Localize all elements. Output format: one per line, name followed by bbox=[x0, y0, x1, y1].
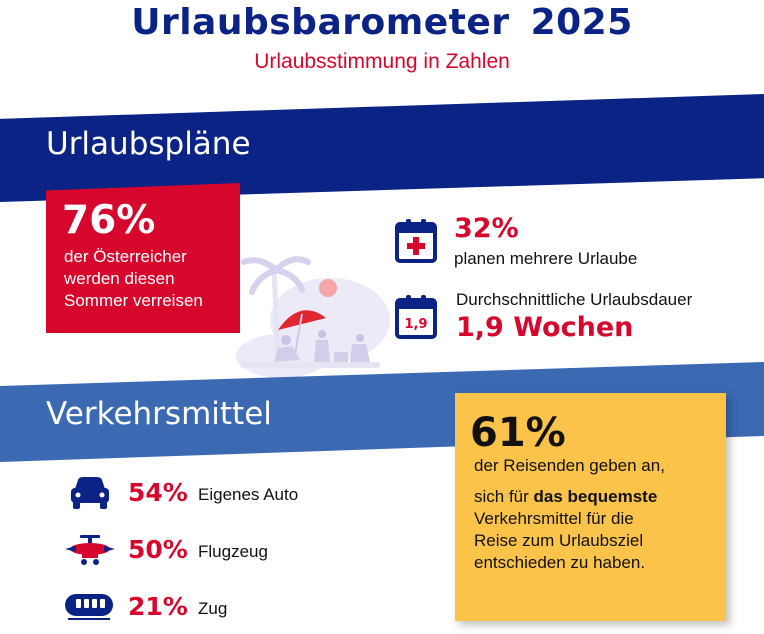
beach-illustration bbox=[236, 256, 390, 378]
page-subtitle: Urlaubsstimmung in Zahlen bbox=[254, 50, 510, 73]
main-stat-line: Sommer verreisen bbox=[64, 291, 203, 310]
main-stat-box bbox=[46, 183, 240, 333]
highlight-line: der Reisenden geben an, bbox=[474, 456, 665, 475]
airplane-icon bbox=[65, 535, 115, 565]
page-title: Urlaubsbarometer 2025 bbox=[131, 2, 633, 43]
main-stat-line: der Österreicher bbox=[64, 247, 187, 266]
stat-multiple-value: 32% bbox=[454, 213, 519, 244]
transport-value: 54% bbox=[128, 478, 188, 507]
stat-duration-value: 1,9 Wochen bbox=[456, 312, 634, 343]
highlight-line: Verkehrsmittel für die bbox=[474, 509, 634, 528]
calendar-plus-icon bbox=[395, 219, 437, 263]
highlight-line: entschieden zu haben. bbox=[474, 553, 646, 572]
highlight-value: 61% bbox=[470, 410, 566, 456]
highlight-line-pre: sich für bbox=[474, 487, 534, 506]
main-stat-text: der Österreicher werden diesen Sommer ve… bbox=[64, 246, 244, 312]
highlight-bold: das bequemste bbox=[533, 487, 658, 506]
highlight-line: sich für das bequemste bbox=[474, 486, 714, 508]
main-stat-line: werden diesen bbox=[64, 269, 175, 288]
train-icon bbox=[65, 594, 113, 620]
main-stat-value: 76% bbox=[62, 198, 156, 243]
transport-label: Eigenes Auto bbox=[198, 485, 299, 504]
transport-value: 21% bbox=[128, 592, 188, 621]
section-title-transport: Verkehrsmittel bbox=[46, 396, 272, 432]
calendar-duration-icon-text: 1,9 bbox=[404, 317, 427, 332]
transport-label: Zug bbox=[198, 599, 228, 618]
calendar-duration-icon: 1,9 bbox=[395, 295, 437, 339]
stat-multiple-label: planen mehrere Urlaube bbox=[454, 249, 638, 268]
highlight-line: Reise zum Urlaubsziel bbox=[474, 531, 644, 550]
transport-label: Flugzeug bbox=[198, 542, 268, 561]
transport-value: 50% bbox=[128, 535, 188, 564]
highlight-box bbox=[455, 393, 726, 621]
section-title-plans: Urlaubspläne bbox=[46, 126, 251, 162]
car-icon bbox=[71, 477, 109, 509]
stat-duration-label: Durchschnittliche Urlaubsdauer bbox=[456, 290, 693, 309]
